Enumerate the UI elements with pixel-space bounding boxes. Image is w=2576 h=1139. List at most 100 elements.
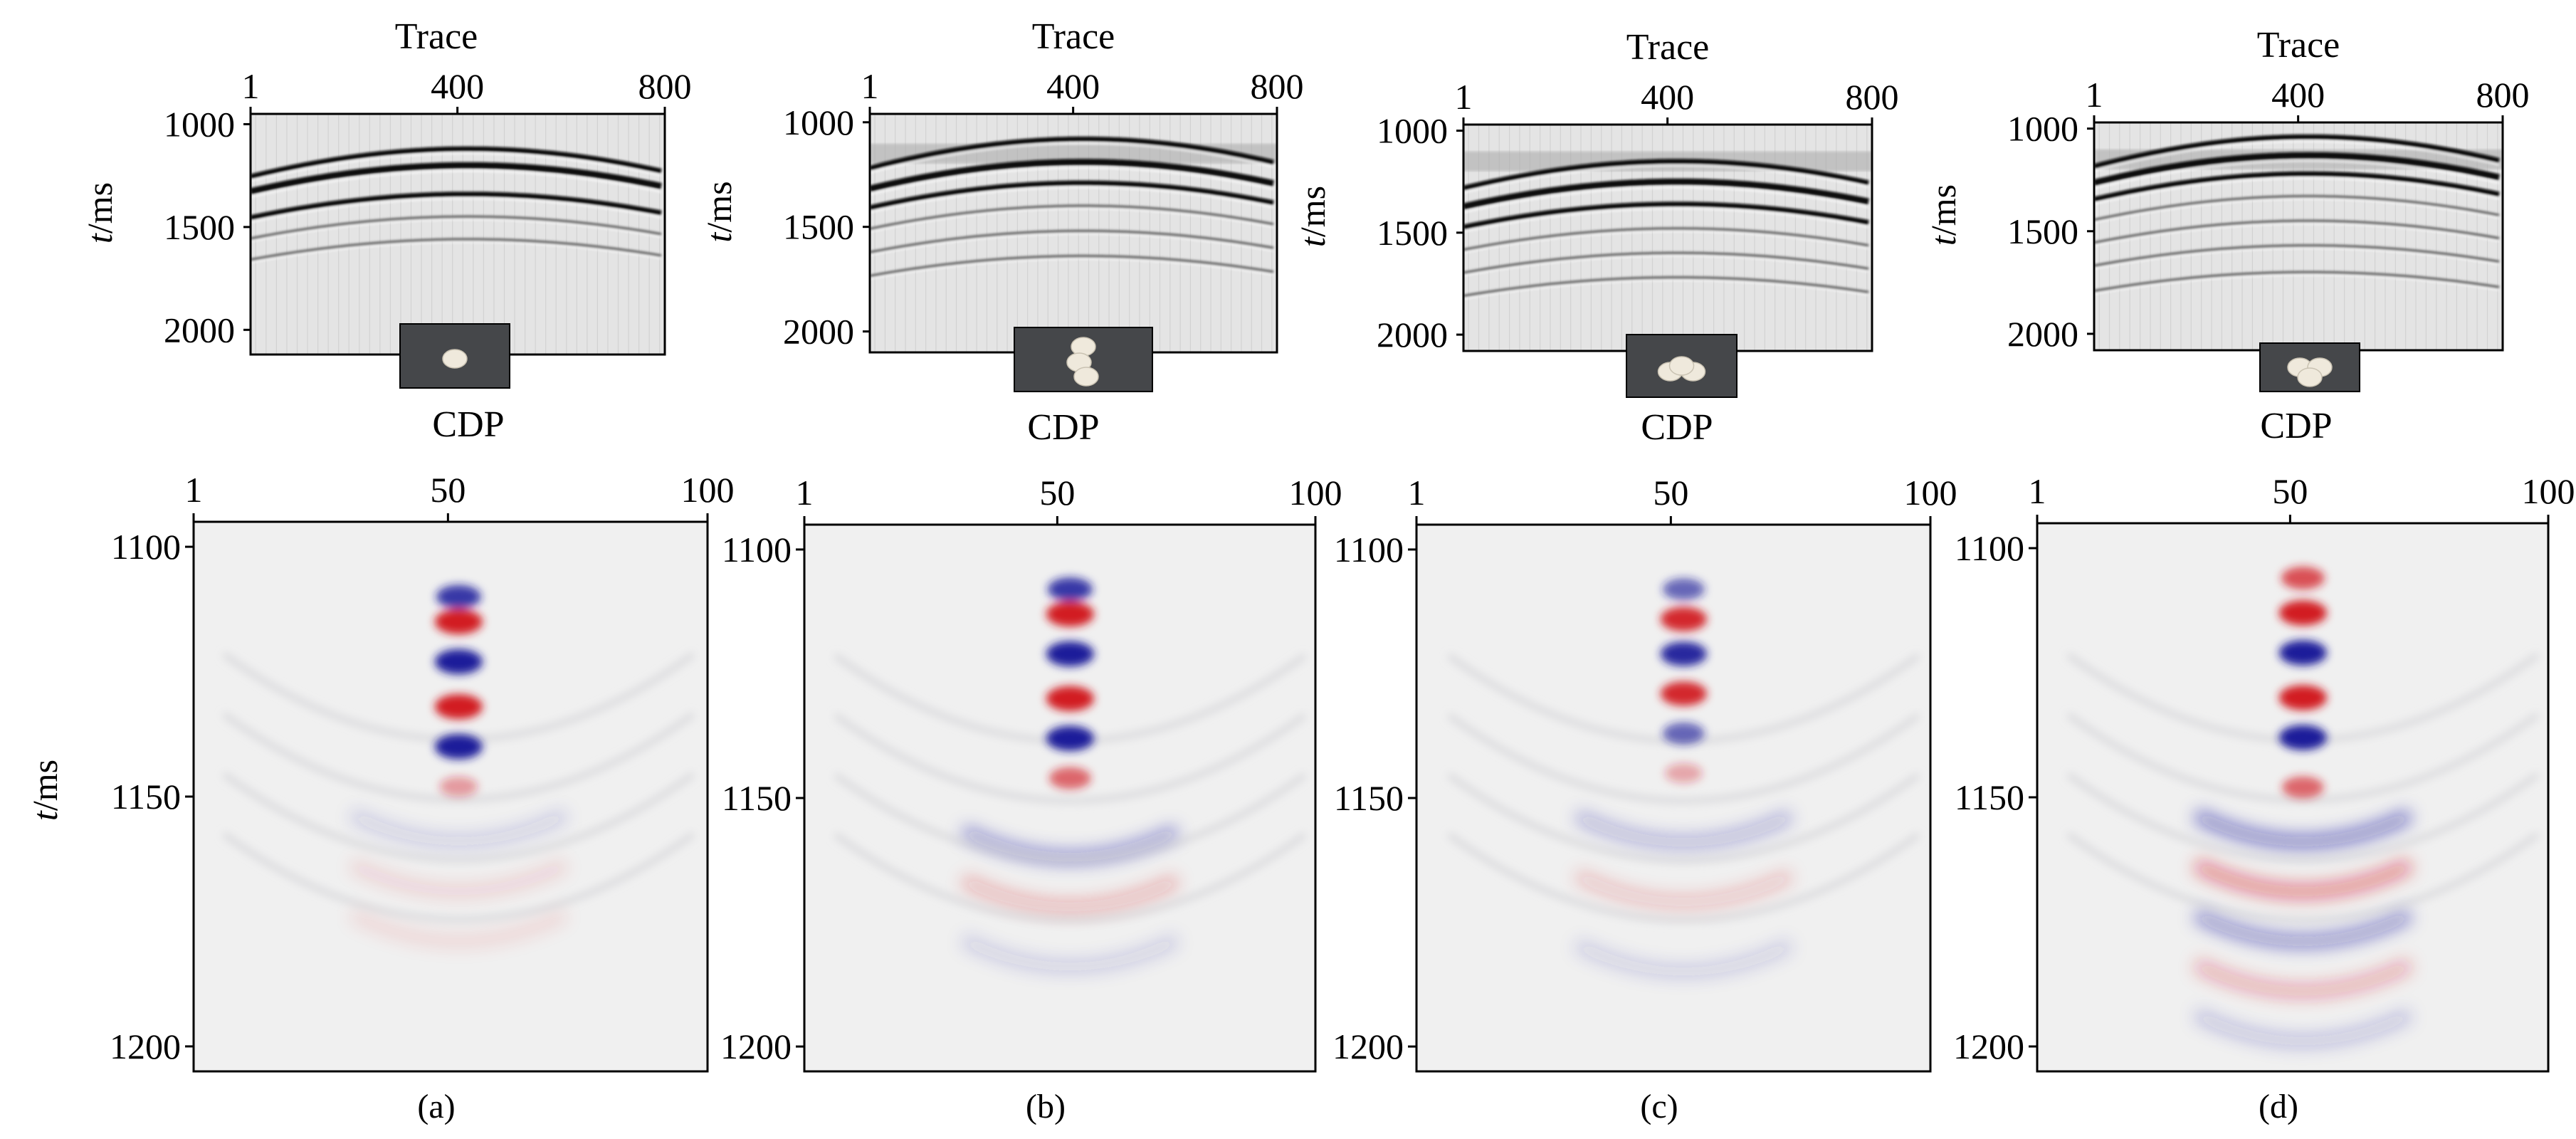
x-tick-label: 800	[2476, 75, 2530, 115]
reflection-hyperbola	[1463, 159, 1869, 191]
y-tick-label: 1500	[2007, 211, 2078, 251]
y-tick-label: 1000	[2007, 109, 2078, 149]
panel-caption: (d)	[2259, 1088, 2298, 1125]
reflection-sidelobe	[1463, 230, 1869, 253]
positive-amplitude-blob	[434, 609, 483, 634]
migration-tail	[960, 934, 1180, 973]
y-tick-label: 1150	[722, 778, 792, 818]
panel-caption: (c)	[1640, 1088, 1678, 1125]
negative-amplitude-blob	[1660, 641, 1707, 666]
x-axis-title: CDP	[2260, 406, 2332, 446]
reflection-sidelobe	[251, 197, 662, 224]
x-axis-title: CDP	[432, 404, 504, 445]
reflection-sidelobe	[870, 258, 1274, 280]
negative-amplitude-blob	[436, 584, 481, 609]
x-axis-title: Trace	[395, 16, 478, 57]
reflection-sidelobe	[2094, 159, 2500, 190]
positive-amplitude-blob	[1046, 686, 1094, 711]
reflection-hyperbola	[1463, 251, 1869, 275]
reflection-sidelobe	[870, 207, 1274, 233]
y-tick-label: 1000	[783, 103, 854, 142]
migration-tail	[960, 874, 1180, 914]
reflection-sidelobe	[2094, 177, 2500, 205]
x-tick-label: 1	[242, 66, 260, 106]
x-tick-label: 1	[1455, 77, 1473, 117]
reflection-hyperbola	[2094, 219, 2500, 245]
x-tick-label: 800	[1846, 77, 1899, 117]
y-tick-label: 1000	[1377, 111, 1448, 151]
y-tick-label: 2000	[783, 312, 854, 352]
diffraction-arc	[222, 831, 695, 923]
stone-icon	[2297, 367, 2323, 387]
diffraction-arc	[2066, 712, 2540, 803]
x-tick-label: 1	[185, 470, 203, 510]
positive-amplitude-blob	[2278, 685, 2327, 710]
negative-amplitude-blob	[2278, 725, 2327, 750]
reflection-hyperbola	[2094, 134, 2500, 169]
panel-caption: (b)	[1026, 1088, 1066, 1125]
shot-gather-b: 1 400 800 Trace 1000 1500 2000	[783, 16, 1304, 354]
reflection-sidelobe	[2094, 273, 2500, 295]
x-tick-label: 1	[861, 66, 879, 106]
reflection-hyperbola	[1463, 275, 1869, 298]
reflection-hyperbola	[870, 136, 1274, 171]
y-tick-label: 1000	[164, 104, 235, 144]
reflection-hyperbola	[870, 229, 1274, 254]
reflection-hyperbola	[251, 146, 662, 179]
diffraction-arc	[834, 713, 1307, 804]
reflection-sidelobe	[1463, 164, 1869, 194]
reflection-sidelobe	[1463, 279, 1869, 300]
migrated-section-a: 1 50 100 CDP 1100 1150 1200 (a)	[110, 404, 735, 1125]
stone-model-photo	[1014, 327, 1153, 392]
reflection-sidelobe	[870, 142, 1274, 174]
negative-amplitude-blob	[434, 734, 483, 760]
reflection-sidelobe	[2094, 140, 2500, 172]
x-axis-title: CDP	[1641, 407, 1713, 448]
reflection-hyperbola	[2094, 171, 2500, 202]
diffraction-arc	[834, 832, 1307, 923]
x-tick-label: 800	[638, 66, 692, 106]
reflection-hyperbola	[2094, 271, 2500, 293]
positive-amplitude-blob	[2281, 567, 2325, 589]
reflection-sidelobe	[870, 167, 1274, 196]
diffraction-arc	[1446, 772, 1920, 864]
x-tick-label: 400	[1641, 77, 1694, 117]
y-tick-label: 1200	[110, 1027, 181, 1066]
reflection-hyperbola	[251, 191, 662, 221]
x-tick-label: 100	[681, 470, 735, 510]
shot-gather-d: 1 400 800 Trace 1000 1500 2000	[2007, 25, 2530, 354]
reflection-sidelobe	[1463, 187, 1869, 214]
y-tick-label: 1100	[111, 527, 181, 567]
diffraction-arc	[222, 772, 695, 863]
y-tick-label: 1150	[1334, 778, 1404, 818]
y-tick-label: 2000	[164, 310, 235, 350]
y-tick-label: 1100	[1955, 528, 2024, 568]
reflection-hyperbola	[870, 204, 1274, 231]
diffraction-arc	[2066, 831, 2540, 923]
migration-tail	[349, 859, 569, 898]
diffraction-arc	[222, 711, 695, 803]
x-tick-label: 100	[1904, 473, 1957, 513]
y-tick-label: 1200	[1953, 1027, 2024, 1066]
y-tick-label: 2000	[1377, 315, 1448, 355]
x-tick-label: 400	[2271, 75, 2325, 115]
reflection-hyperbola	[251, 238, 662, 261]
reflection-sidelobe	[870, 232, 1274, 256]
stone-icon	[442, 349, 468, 369]
negative-amplitude-blob	[1046, 725, 1094, 751]
positive-amplitude-blob	[439, 776, 478, 797]
reflection-sidelobe	[251, 170, 662, 199]
migrated-section-c: 1 50 100 CDP 1100 1150 1200 (c)	[1332, 407, 1957, 1125]
negative-amplitude-blob	[1662, 578, 1705, 601]
y-axis-title: t/ms	[25, 760, 65, 821]
reflection-sidelobe	[1463, 207, 1869, 233]
y-tick-label: 1500	[164, 207, 235, 247]
x-tick-label: 50	[1653, 473, 1688, 513]
stone-icon	[1073, 367, 1099, 387]
negative-amplitude-blob	[434, 649, 483, 675]
y-tick-label: 1500	[783, 207, 854, 247]
panel-caption: (a)	[417, 1088, 455, 1125]
reflection-sidelobe	[251, 241, 662, 263]
x-axis-title: Trace	[1626, 27, 1710, 68]
x-tick-label: 400	[1046, 66, 1100, 106]
